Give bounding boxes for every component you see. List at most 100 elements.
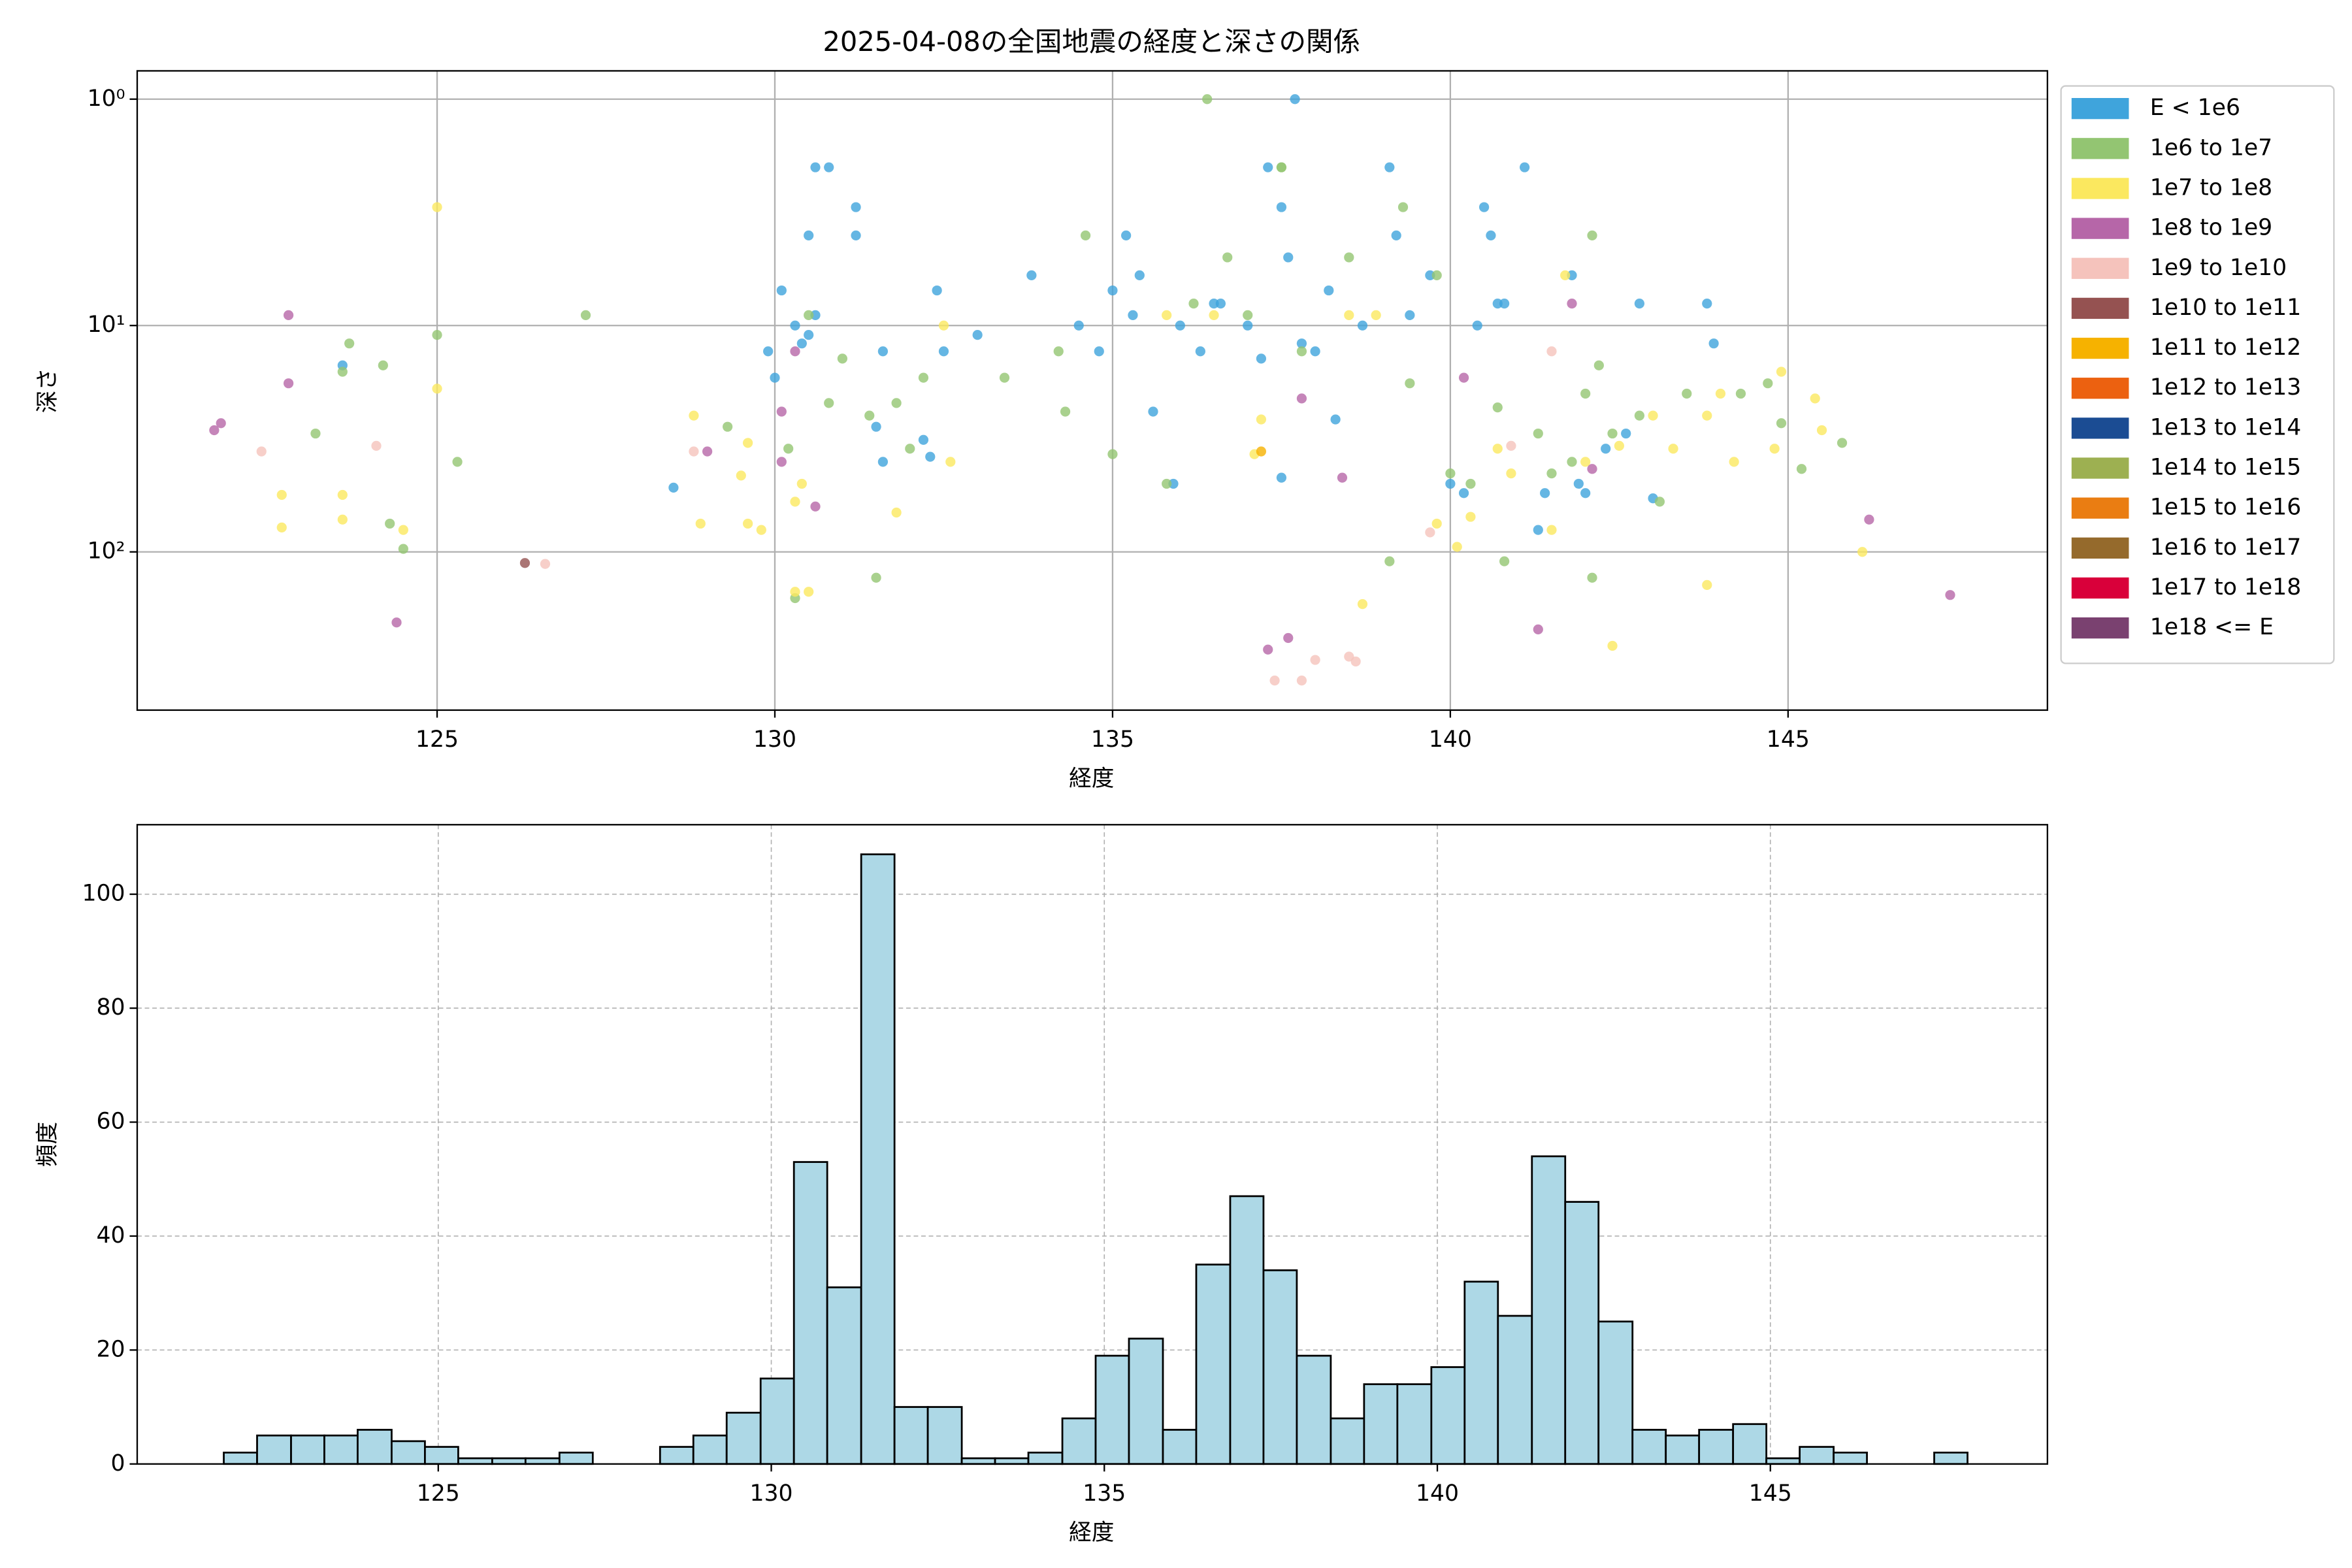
scatter-point	[1607, 640, 1618, 651]
scatter-point	[1344, 310, 1354, 321]
scatter-point	[1634, 410, 1644, 421]
y-tick-label: 10⁰	[88, 86, 125, 112]
scatter-point	[938, 346, 949, 357]
histogram-bar	[223, 1451, 258, 1465]
scatter-point	[337, 514, 348, 525]
scatter-point	[702, 446, 713, 457]
scatter-point	[391, 617, 402, 628]
scatter-point	[1458, 488, 1469, 498]
scatter-point	[1486, 230, 1496, 240]
scatter-point	[337, 367, 348, 377]
scatter-point	[1546, 468, 1557, 479]
scatter-point	[519, 558, 531, 568]
legend-swatch	[2071, 218, 2129, 239]
scatter-point	[1202, 94, 1213, 105]
chart-title: 2025-04-08の全国地震の経度と深さの関係	[823, 25, 1361, 57]
scatter-point	[1837, 438, 1848, 448]
histogram-bar	[860, 853, 896, 1465]
histogram-bar	[524, 1457, 561, 1465]
scatter-point	[1593, 360, 1604, 370]
scatter-point	[1621, 428, 1631, 439]
histogram-bar	[256, 1434, 292, 1465]
scatter-point	[1945, 590, 1955, 600]
scatter-point	[763, 346, 774, 357]
histogram-bar	[1732, 1423, 1768, 1465]
y-tick-label: 10¹	[88, 312, 125, 338]
scatter-point	[1175, 320, 1185, 331]
scatter-point	[1357, 598, 1368, 610]
scatter-point	[1431, 270, 1442, 280]
scatter-point	[1263, 644, 1273, 655]
scatter-point	[1094, 346, 1104, 357]
scatter-point	[1296, 346, 1307, 357]
scatter-point	[1458, 372, 1469, 383]
x-tick-label: 130	[753, 727, 796, 753]
scatter-point	[1857, 547, 1868, 557]
scatter-point	[796, 478, 807, 489]
histogram-bar	[659, 1446, 694, 1465]
scatter-point	[851, 202, 861, 212]
x-tick-label: 135	[1091, 727, 1134, 753]
scatter-point	[1263, 162, 1273, 172]
scatter-point	[999, 372, 1010, 383]
histogram-bar	[1296, 1354, 1332, 1465]
scatter-point	[1465, 478, 1476, 489]
scatter-point	[1776, 367, 1787, 377]
legend-label: 1e7 to 1e8	[2150, 174, 2272, 201]
scatter-point	[1060, 406, 1071, 417]
scatter-point	[1384, 162, 1395, 172]
scatter-point	[432, 384, 442, 394]
scatter-point	[1276, 202, 1287, 212]
scatter-point	[1668, 444, 1678, 454]
scatter-point	[1533, 525, 1543, 535]
x-axis-label: 経度	[1069, 766, 1114, 792]
scatter-point	[790, 346, 800, 357]
scatter-point	[1162, 310, 1172, 321]
scatter-point	[776, 457, 787, 467]
scatter-point	[1607, 428, 1618, 439]
scatter-point	[810, 501, 821, 512]
scatter-point	[432, 329, 442, 340]
histogram-bar	[725, 1411, 762, 1465]
scatter-point	[1162, 478, 1172, 489]
scatter-point	[1465, 512, 1476, 522]
x-tick-label: 125	[416, 727, 459, 753]
scatter-point	[1729, 457, 1739, 467]
scatter-point	[1053, 346, 1064, 357]
y-tick-label: 20	[96, 1336, 125, 1362]
histogram-bar	[1597, 1320, 1634, 1465]
scatter-point	[1222, 252, 1233, 263]
y-tick-label: 80	[96, 994, 125, 1021]
scatter-point	[756, 525, 766, 535]
scatter-point	[1573, 478, 1584, 489]
legend-label: 1e11 to 1e12	[2150, 335, 2301, 361]
scatter-point	[804, 230, 814, 240]
histogram-bar	[457, 1457, 493, 1465]
histogram-bar	[792, 1161, 828, 1465]
y-tick-label: 0	[111, 1450, 125, 1477]
histogram-bar	[1229, 1195, 1265, 1465]
scatter-point	[1580, 488, 1591, 498]
scatter-point	[1478, 202, 1490, 212]
scatter-point	[1344, 252, 1354, 263]
histogram-bar	[323, 1434, 359, 1465]
legend-label: 1e15 to 1e16	[2150, 495, 2301, 521]
scatter-point	[385, 518, 395, 529]
scatter-point	[796, 338, 807, 349]
scatter-point	[1816, 425, 1827, 436]
legend-label: 1e9 to 1e10	[2150, 255, 2287, 281]
scatter-point	[1533, 428, 1543, 439]
y-tick-label: 40	[96, 1222, 125, 1249]
scatter-point	[810, 162, 821, 172]
scatter-point	[1540, 488, 1550, 498]
legend-label: 1e18 <= E	[2150, 614, 2274, 640]
scatter-point	[1121, 230, 1132, 240]
x-tick-label: 140	[1416, 1480, 1459, 1507]
histogram-bar	[1128, 1337, 1164, 1465]
scatter-point	[1810, 393, 1820, 404]
scatter-point	[736, 470, 746, 481]
scatter-point	[1283, 632, 1294, 644]
histogram-bar	[290, 1434, 325, 1465]
x-tick-label: 145	[1749, 1480, 1792, 1507]
scatter-point	[1134, 270, 1145, 280]
